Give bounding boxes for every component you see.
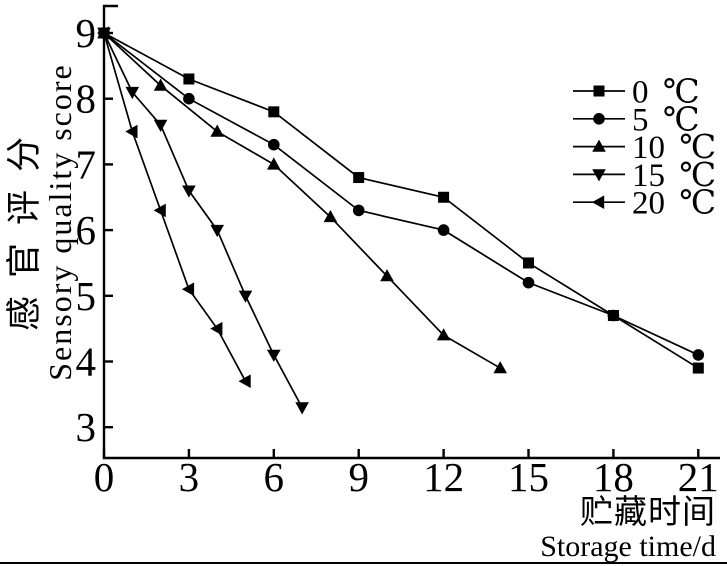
y-tick-label: 3 bbox=[76, 404, 97, 450]
series-5C-line bbox=[103, 32, 699, 356]
marker-triangle-up-icon bbox=[436, 328, 451, 341]
marker-triangle-up-icon bbox=[267, 157, 281, 170]
legend-entry-15C: 15 ℃ bbox=[573, 158, 716, 194]
y-tick-label: 5 bbox=[76, 273, 97, 319]
marker-triangle-left-icon bbox=[97, 26, 110, 40]
marker-triangle-down-icon bbox=[295, 402, 309, 415]
legend-entry-0C: 0 ℃ bbox=[573, 75, 700, 111]
marker-circle-icon bbox=[692, 349, 705, 361]
x-tick-label: 12 bbox=[423, 454, 464, 500]
marker-triangle-left-icon bbox=[125, 124, 138, 139]
series-15C bbox=[97, 27, 309, 415]
marker-square-icon bbox=[438, 191, 450, 203]
bottom-border-rule bbox=[0, 562, 727, 564]
marker-square-icon bbox=[593, 85, 605, 97]
y-tick-label: 4 bbox=[76, 339, 97, 385]
marker-triangle-up-icon bbox=[592, 139, 606, 152]
series-5C bbox=[98, 27, 705, 361]
marker-triangle-down-icon bbox=[182, 185, 196, 198]
x-axis-title-zh: 贮藏时间 bbox=[580, 494, 716, 531]
marker-triangle-down-icon bbox=[153, 119, 168, 132]
marker-triangle-left-icon bbox=[210, 321, 223, 336]
marker-circle-icon bbox=[183, 92, 195, 105]
marker-square-icon bbox=[692, 362, 704, 374]
legend-entry-10C: 10 ℃ bbox=[573, 130, 716, 166]
marker-square-icon bbox=[353, 172, 365, 184]
series-20C-line bbox=[103, 32, 247, 382]
y-tick-label: 7 bbox=[76, 141, 97, 187]
marker-circle-icon bbox=[593, 113, 605, 125]
x-tick-label: 6 bbox=[264, 454, 285, 500]
marker-triangle-up-icon bbox=[493, 361, 507, 374]
y-tick-label: 9 bbox=[76, 10, 97, 56]
x-tick-label: 18 bbox=[593, 454, 634, 500]
marker-circle-icon bbox=[522, 276, 535, 289]
marker-circle-icon bbox=[607, 309, 620, 322]
y-axis-title-en: Sensory quality score bbox=[42, 63, 78, 381]
x-tick-label: 21 bbox=[678, 454, 719, 500]
x-axis-title-en: Storage time/d bbox=[540, 530, 716, 563]
marker-triangle-up-icon bbox=[380, 269, 394, 282]
marker-triangle-down-icon bbox=[238, 290, 253, 303]
y-axis-title-zh: 感官评分 bbox=[5, 119, 44, 331]
marker-circle-icon bbox=[352, 204, 365, 217]
marker-triangle-up-icon bbox=[323, 209, 338, 223]
marker-circle-icon bbox=[268, 138, 280, 151]
series-0C-line bbox=[103, 32, 699, 369]
legend-label: 5 ℃ bbox=[632, 102, 700, 138]
marker-triangle-down-icon bbox=[592, 169, 606, 182]
marker-square-icon bbox=[268, 106, 280, 118]
y-tick-label: 8 bbox=[76, 76, 97, 122]
series-15C-line bbox=[103, 32, 303, 408]
x-tick-label: 9 bbox=[348, 454, 369, 500]
marker-triangle-up-icon bbox=[153, 78, 168, 91]
legend: 0 ℃5 ℃10 ℃15 ℃20 ℃ bbox=[573, 75, 716, 222]
y-tick-label: 6 bbox=[76, 207, 97, 253]
series-10C bbox=[97, 26, 507, 374]
legend-label: 20 ℃ bbox=[632, 186, 716, 222]
legend-entry-5C: 5 ℃ bbox=[573, 102, 700, 138]
marker-triangle-left-icon bbox=[238, 374, 251, 389]
marker-triangle-up-icon bbox=[210, 124, 224, 137]
x-tick-label: 0 bbox=[94, 454, 115, 500]
legend-label: 0 ℃ bbox=[632, 75, 700, 111]
marker-triangle-left-icon bbox=[592, 195, 605, 209]
series-0C bbox=[98, 27, 704, 374]
x-tick-label: 3 bbox=[179, 454, 200, 500]
marker-triangle-left-icon bbox=[153, 203, 166, 218]
marker-circle-icon bbox=[437, 224, 450, 236]
marker-triangle-left-icon bbox=[181, 282, 195, 297]
marker-square-icon bbox=[523, 257, 534, 269]
axis-frame bbox=[102, 4, 720, 460]
marker-square-icon bbox=[183, 73, 195, 85]
marker-triangle-down-icon bbox=[125, 86, 140, 100]
legend-label: 15 ℃ bbox=[632, 158, 716, 194]
series-10C-line bbox=[103, 32, 501, 369]
series-20C bbox=[97, 26, 251, 389]
legend-label: 10 ℃ bbox=[632, 130, 716, 166]
series-group bbox=[97, 26, 705, 415]
legend-entry-20C: 20 ℃ bbox=[573, 186, 716, 222]
marker-triangle-down-icon bbox=[210, 224, 224, 238]
x-tick-label: 15 bbox=[508, 454, 549, 500]
marker-triangle-down-icon bbox=[267, 349, 281, 362]
